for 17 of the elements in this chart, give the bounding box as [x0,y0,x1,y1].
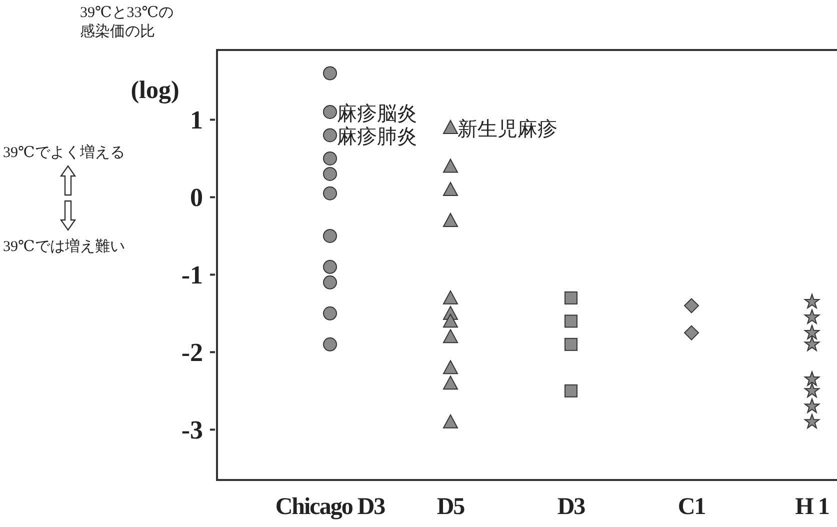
y-tick-label: -3 [181,416,203,445]
x-tick-label: Chicago D3 [275,494,386,520]
text: (log) [130,77,180,104]
y-tick-label: 0 [190,183,203,212]
x-tick-label: C1 [678,494,706,520]
y-tick-label: -1 [181,260,203,290]
annotation: 麻疹脳炎 [337,102,417,125]
x-tick-label: H 1 [795,494,829,520]
y-tick-label: -2 [181,338,203,368]
ylabel: 39℃と33℃の感染価の比 [80,4,175,42]
annotation: 新生児麻疹 [458,118,558,140]
x-tick-label: D5 [436,494,466,520]
annotation: 麻疹肺炎 [337,126,417,148]
y-tick-label: 1 [190,106,203,135]
text: 39℃でよく増える [3,144,125,161]
text: 39℃では増え難い [3,238,125,255]
x-tick-label: D3 [557,494,586,520]
